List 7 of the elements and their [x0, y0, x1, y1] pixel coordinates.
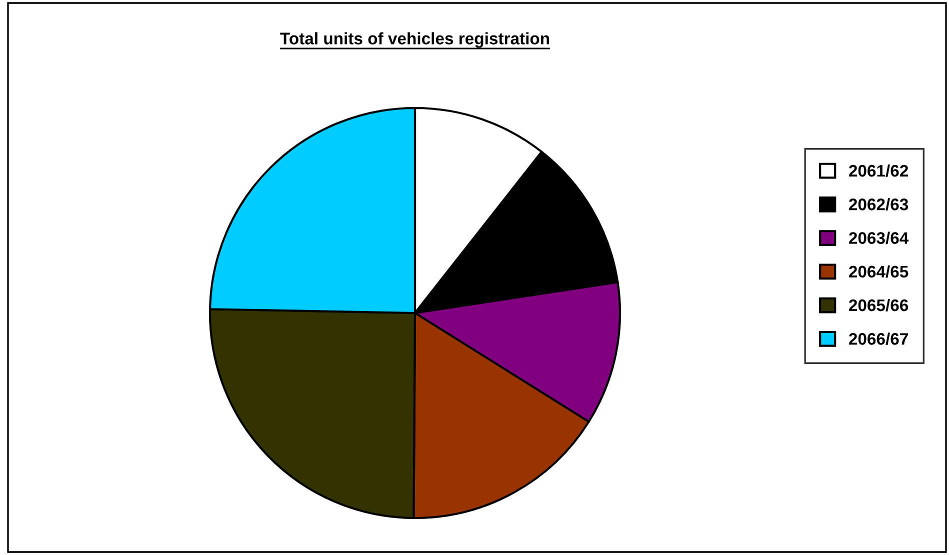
legend-label: 2066/67	[849, 332, 908, 345]
legend-label: 2064/65	[849, 265, 908, 278]
chart-title: Total units of vehicles registration	[280, 32, 550, 48]
legend-label: 2061/62	[849, 164, 908, 177]
legend-label: 2063/64	[849, 232, 909, 244]
legend-label: 2065/66	[849, 298, 908, 312]
legend-label: 2062/63	[849, 198, 908, 210]
